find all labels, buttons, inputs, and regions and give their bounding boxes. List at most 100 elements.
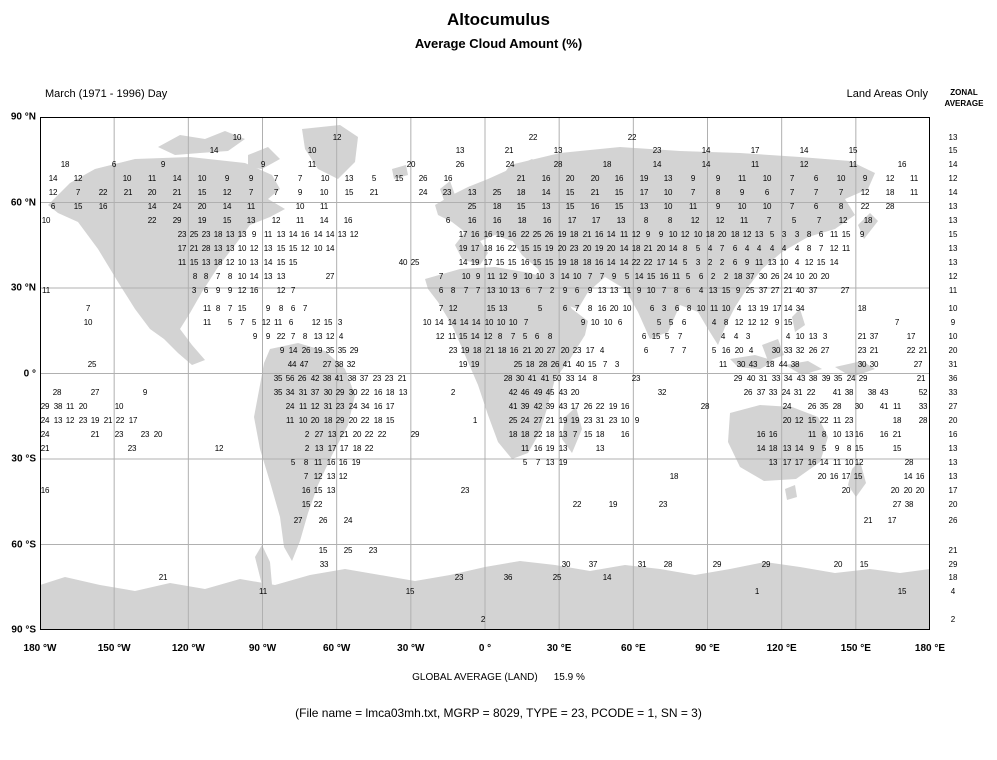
grid-value: 15 xyxy=(721,286,731,295)
grid-value: 10 xyxy=(795,332,805,341)
grid-value: 33 xyxy=(783,346,793,355)
grid-value: 28 xyxy=(553,160,563,169)
grid-value: 6 xyxy=(574,286,580,295)
grid-value: 23 xyxy=(384,374,394,383)
grid-value: 9 xyxy=(735,286,741,295)
grid-value: 15 xyxy=(892,444,902,453)
grid-value: 15 xyxy=(318,546,328,555)
grid-value: 26 xyxy=(418,174,428,183)
grid-value: 8 xyxy=(203,272,209,281)
grid-value: 12 xyxy=(838,216,848,225)
lon-tick-label: 30 °W xyxy=(397,643,425,654)
grid-value: 27 xyxy=(770,286,780,295)
grid-value: 20 xyxy=(915,486,925,495)
grid-value: 21 xyxy=(90,430,100,439)
zonal-average-value: 10 xyxy=(948,332,958,341)
grid-value: 15 xyxy=(853,472,863,481)
grid-value: 14 xyxy=(447,318,457,327)
grid-value: 18 xyxy=(545,430,555,439)
grid-value: 22 xyxy=(906,346,916,355)
grid-value: 23 xyxy=(569,244,579,253)
grid-value: 16 xyxy=(467,216,477,225)
grid-value: 8 xyxy=(215,304,221,313)
grid-value: 18 xyxy=(765,360,775,369)
grid-value: 29 xyxy=(349,346,359,355)
page-title: Altocumulus xyxy=(447,10,550,29)
grid-value: 15 xyxy=(73,202,83,211)
grid-value: 19 xyxy=(759,304,769,313)
grid-value: 15 xyxy=(288,258,298,267)
grid-value: 21 xyxy=(123,188,133,197)
grid-value: 9 xyxy=(297,188,303,197)
grid-value: 31 xyxy=(323,402,333,411)
grid-value: 10 xyxy=(320,174,330,183)
grid-value: 29 xyxy=(733,374,743,383)
grid-value: 14 xyxy=(249,272,259,281)
grid-value: 22 xyxy=(520,230,530,239)
grid-value: 24 xyxy=(782,402,792,411)
grid-value: 11 xyxy=(689,202,697,211)
grid-value: 14 xyxy=(799,146,809,155)
grid-value: 7 xyxy=(248,188,254,197)
grid-value: 24 xyxy=(40,416,50,425)
grid-value: 10 xyxy=(696,304,706,313)
grid-value: 15 xyxy=(288,244,298,253)
grid-value: 33 xyxy=(319,560,329,569)
grid-value: 12 xyxy=(338,472,348,481)
grid-value: 9 xyxy=(859,230,865,239)
grid-value: 29 xyxy=(410,430,420,439)
grid-value: 24 xyxy=(783,272,793,281)
grid-value: 26 xyxy=(743,388,753,397)
grid-value: 23 xyxy=(177,230,187,239)
grid-value: 12 xyxy=(690,216,700,225)
grid-value: 14 xyxy=(756,444,766,453)
grid-value: 18 xyxy=(60,160,70,169)
grid-value: 15 xyxy=(385,416,395,425)
grid-value: 8 xyxy=(723,318,729,327)
grid-value: 7 xyxy=(690,188,696,197)
grid-value: 16 xyxy=(620,402,630,411)
lat-tick-label: 30 °N xyxy=(10,282,36,294)
grid-value: 4 xyxy=(794,258,800,267)
grid-value: 17 xyxy=(567,216,577,225)
grid-value: 7 xyxy=(475,286,481,295)
grid-value: 7 xyxy=(463,286,469,295)
grid-value: 24 xyxy=(343,516,353,525)
grid-value: 41 xyxy=(508,402,518,411)
lon-tick-label: 120 °E xyxy=(766,643,797,654)
grid-value: 3 xyxy=(191,286,197,295)
grid-value: 19 xyxy=(608,402,618,411)
grid-value: 6 xyxy=(562,304,568,313)
grid-value: 34 xyxy=(783,374,793,383)
grid-value: 16 xyxy=(542,216,552,225)
grid-value: 9 xyxy=(690,174,696,183)
grid-value: 5 xyxy=(371,174,377,183)
grid-value: 6 xyxy=(445,216,451,225)
grid-value: 2 xyxy=(450,388,456,397)
grid-value: 25 xyxy=(410,258,420,267)
grid-value: 12 xyxy=(794,416,804,425)
grid-value: 15 xyxy=(816,258,826,267)
grid-value: 12 xyxy=(349,230,359,239)
grid-value: 14 xyxy=(172,174,182,183)
coverage-label: Land Areas Only xyxy=(846,88,928,100)
grid-value: 20 xyxy=(833,560,843,569)
grid-value: 11 xyxy=(308,160,316,169)
grid-value: 7 xyxy=(302,304,308,313)
grid-value: 25 xyxy=(508,416,518,425)
grid-value: 24 xyxy=(348,402,358,411)
grid-value: 6 xyxy=(111,160,117,169)
grid-value: 19 xyxy=(197,216,207,225)
grid-value: 22 xyxy=(572,500,582,509)
grid-value: 14 xyxy=(903,472,913,481)
grid-value: 21 xyxy=(918,346,928,355)
grid-value: 6 xyxy=(203,286,209,295)
grid-value: 10 xyxy=(668,230,678,239)
grid-value: 37 xyxy=(359,374,369,383)
grid-value: 14 xyxy=(541,188,551,197)
grid-value: 12 xyxy=(222,188,232,197)
map-plot-area: 10 12 22 22 14 10 13 21 13 23 14 17 14 15 18 6 9 9 11 20 26 2… xyxy=(40,117,930,630)
grid-value: 5 xyxy=(290,458,296,467)
grid-value: 19 xyxy=(313,346,323,355)
grid-value: 22 xyxy=(313,500,323,509)
